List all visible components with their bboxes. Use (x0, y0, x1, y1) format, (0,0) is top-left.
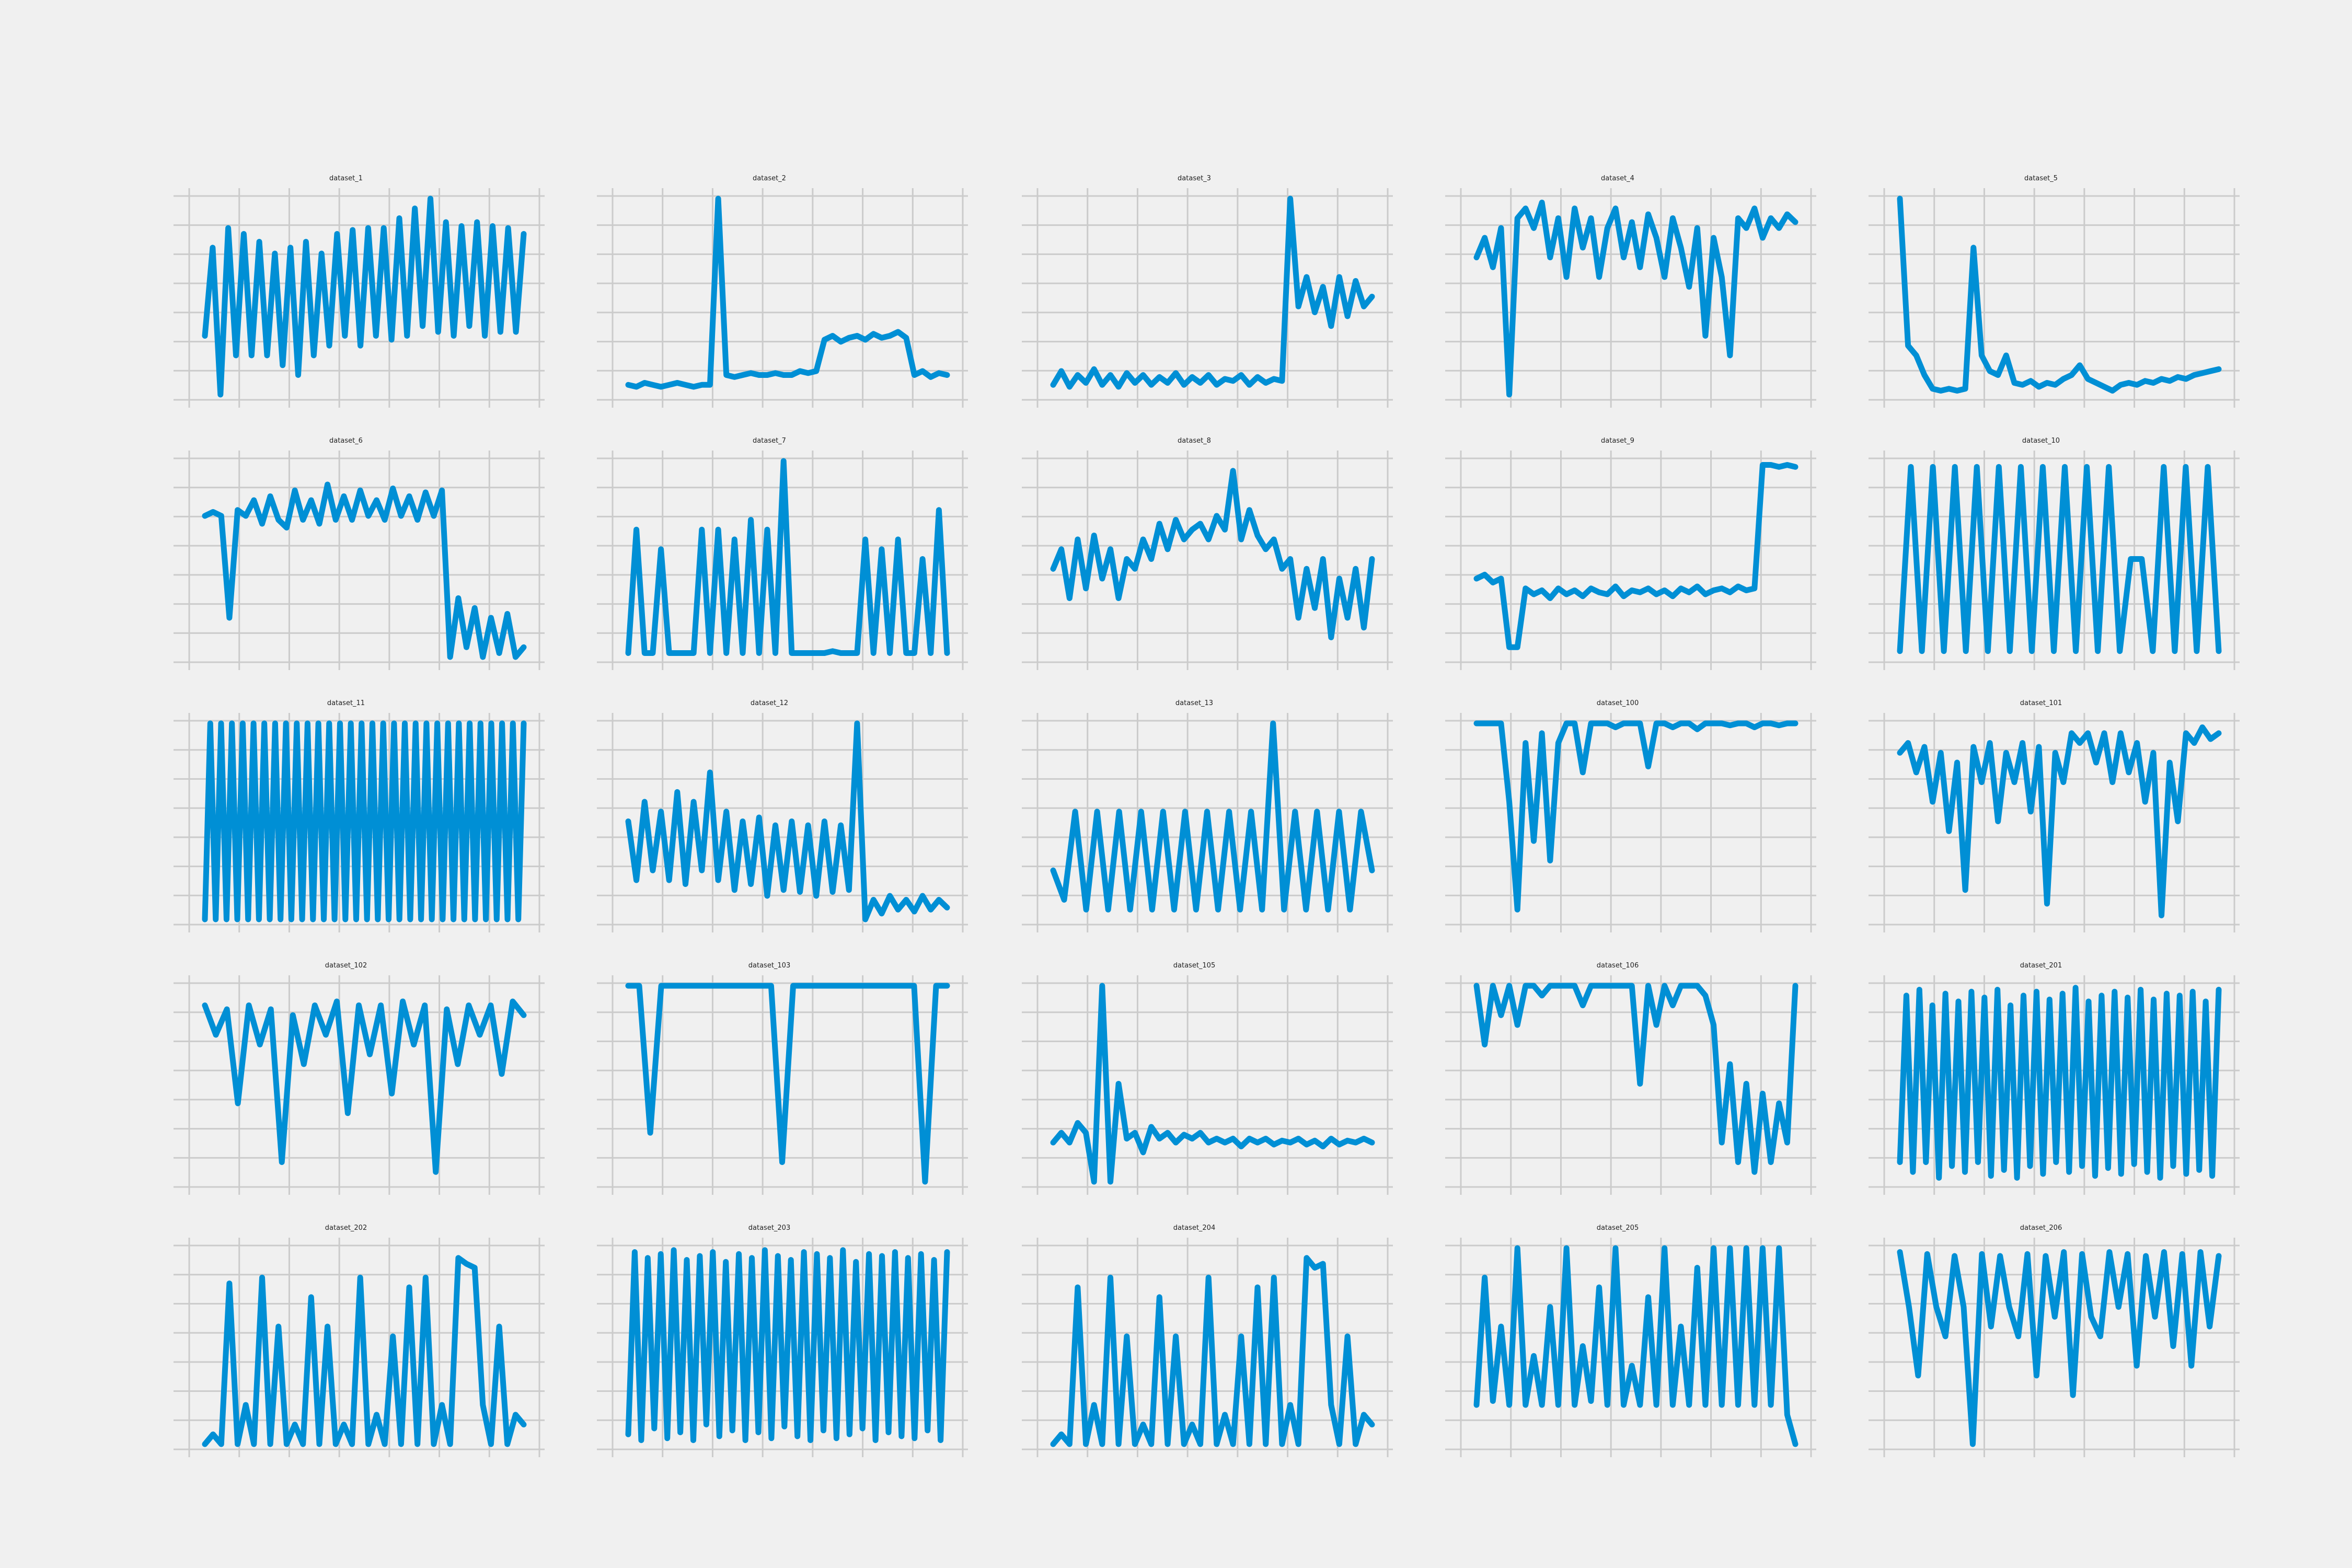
series-line (1897, 464, 2222, 654)
series-line (1050, 1255, 1375, 1447)
subplot-dataset_204: dataset_204 (1022, 1224, 1393, 1457)
subplot-dataset_202: dataset_202 (174, 1224, 545, 1457)
subplot-title: dataset_13 (1175, 699, 1213, 707)
subplot-title: dataset_10 (2022, 437, 2060, 445)
series-line (1473, 983, 1798, 1175)
subplot-dataset_103: dataset_103 (597, 962, 968, 1195)
subplot-dataset_105: dataset_105 (1022, 962, 1393, 1195)
subplot-title: dataset_105 (1173, 962, 1215, 970)
subplot-dataset_3: dataset_3 (1022, 175, 1393, 408)
series-line (202, 720, 527, 923)
subplot-dataset_1: dataset_1 (174, 175, 545, 408)
series-line (1897, 1249, 2222, 1447)
series-line (625, 720, 950, 923)
subplot-title: dataset_1 (329, 175, 363, 182)
subplot-title: dataset_6 (329, 437, 363, 445)
subplot-dataset_100: dataset_100 (1445, 699, 1816, 932)
subplot-title: dataset_8 (1178, 437, 1211, 445)
subplot-title: dataset_203 (748, 1224, 790, 1232)
series-line (1050, 468, 1375, 640)
subplot-dataset_13: dataset_13 (1022, 699, 1393, 932)
series-line (1897, 724, 2222, 918)
subplot-title: dataset_4 (1601, 175, 1634, 182)
subplot-dataset_9: dataset_9 (1445, 437, 1816, 670)
subplot-title: dataset_3 (1178, 175, 1211, 182)
series-line (1473, 1245, 1798, 1447)
subplot-title: dataset_100 (1597, 699, 1639, 707)
subplot-dataset_11: dataset_11 (174, 699, 545, 932)
subplot-title: dataset_5 (2024, 175, 2058, 182)
series-line (625, 458, 950, 656)
series-line (202, 195, 527, 398)
subplot-dataset_203: dataset_203 (597, 1224, 968, 1457)
subplot-dataset_5: dataset_5 (1869, 175, 2240, 408)
subplot-dataset_12: dataset_12 (597, 699, 968, 932)
subplot-title: dataset_102 (325, 962, 367, 970)
subplot-dataset_206: dataset_206 (1869, 1224, 2240, 1457)
subplot-title: dataset_201 (2020, 962, 2062, 970)
series-line (202, 481, 527, 660)
subplot-dataset_2: dataset_2 (597, 175, 968, 408)
subplot-dataset_4: dataset_4 (1445, 175, 1816, 408)
subplot-dataset_6: dataset_6 (174, 437, 545, 670)
series-line (1473, 462, 1798, 650)
series-line (1050, 983, 1375, 1185)
series-line (1897, 985, 2222, 1181)
subplot-dataset_201: dataset_201 (1869, 962, 2240, 1195)
series-line (202, 1255, 527, 1447)
subplot-title: dataset_11 (327, 699, 365, 707)
subplot-title: dataset_103 (748, 962, 790, 970)
series-line (625, 1247, 950, 1443)
subplot-dataset_10: dataset_10 (1869, 437, 2240, 670)
subplot-dataset_8: dataset_8 (1022, 437, 1393, 670)
series-line (1473, 200, 1798, 398)
series-line (1050, 720, 1375, 913)
subplot-title: dataset_9 (1601, 437, 1634, 445)
subplot-title: dataset_106 (1597, 962, 1639, 970)
series-line (625, 195, 950, 390)
subplot-title: dataset_7 (753, 437, 786, 445)
subplot-title: dataset_12 (751, 699, 788, 707)
subplot-title: dataset_206 (2020, 1224, 2062, 1232)
subplot-title: dataset_101 (2020, 699, 2062, 707)
series-line (1050, 195, 1375, 390)
subplot-dataset_7: dataset_7 (597, 437, 968, 670)
subplot-dataset_205: dataset_205 (1445, 1224, 1816, 1457)
subplot-title: dataset_202 (325, 1224, 367, 1232)
subplot-dataset_106: dataset_106 (1445, 962, 1816, 1195)
subplot-dataset_102: dataset_102 (174, 962, 545, 1195)
series-line (202, 998, 527, 1175)
subplot-title: dataset_204 (1173, 1224, 1215, 1232)
series-line (625, 983, 950, 1185)
subplot-title: dataset_205 (1597, 1224, 1639, 1232)
series-line (1897, 195, 2222, 394)
subplot-dataset_101: dataset_101 (1869, 699, 2240, 932)
subplot-title: dataset_2 (753, 175, 786, 182)
series-line (1473, 720, 1798, 913)
